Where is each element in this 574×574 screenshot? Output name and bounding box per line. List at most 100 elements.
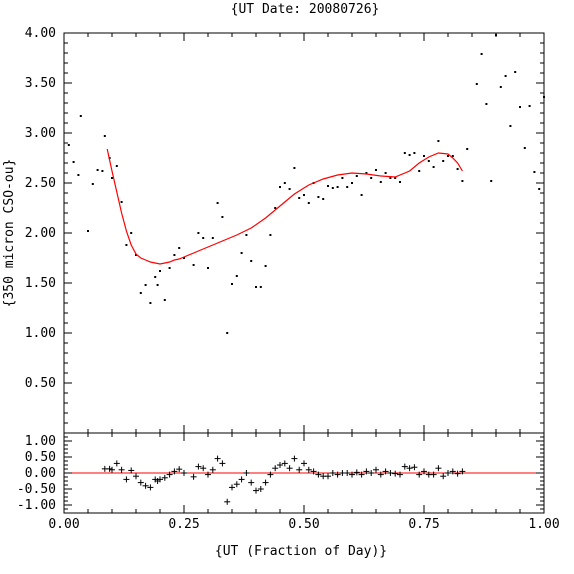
residual-point xyxy=(349,471,355,478)
data-point xyxy=(168,267,171,269)
residual-y-tick-label: 0.00 xyxy=(25,466,56,481)
data-point xyxy=(139,292,142,294)
residual-point xyxy=(440,473,447,480)
residual-point xyxy=(272,465,279,472)
data-point xyxy=(103,135,106,137)
residual-point xyxy=(373,466,379,473)
data-point xyxy=(538,188,541,190)
residual-point xyxy=(262,479,269,486)
data-point xyxy=(91,183,94,185)
data-point xyxy=(125,244,128,246)
data-point xyxy=(288,188,291,190)
data-point xyxy=(197,232,200,234)
data-point xyxy=(235,275,238,277)
data-point xyxy=(178,247,181,249)
data-point xyxy=(154,276,157,278)
data-point xyxy=(207,267,209,269)
residual-point xyxy=(334,471,341,478)
residual-point xyxy=(329,470,336,476)
residual-point xyxy=(325,473,331,480)
residual-point xyxy=(363,468,370,475)
data-point xyxy=(456,168,459,170)
data-point xyxy=(375,169,377,171)
data-point xyxy=(533,171,536,173)
data-point xyxy=(523,147,526,149)
residual-point xyxy=(253,487,259,494)
data-point xyxy=(389,177,392,179)
residual-point xyxy=(205,471,211,478)
data-point xyxy=(423,155,425,157)
data-point xyxy=(432,166,435,168)
data-point xyxy=(480,53,483,55)
data-point xyxy=(418,170,421,172)
upper-data-points xyxy=(67,34,545,334)
data-point xyxy=(173,254,176,256)
data-point xyxy=(331,187,334,189)
residual-point xyxy=(286,465,293,472)
x-tick-label: 0.75 xyxy=(408,517,439,532)
data-point xyxy=(298,197,301,199)
data-point xyxy=(120,201,123,203)
residual-point xyxy=(305,466,312,473)
data-point xyxy=(231,283,233,285)
data-point xyxy=(221,216,224,218)
residual-point xyxy=(209,466,216,473)
lower-panel: -1.00-0.500.000.501.00 xyxy=(17,432,545,514)
data-point xyxy=(461,180,464,182)
data-point xyxy=(495,34,497,36)
residual-point xyxy=(459,468,466,475)
data-point xyxy=(87,230,89,232)
residual-point xyxy=(416,471,423,478)
residual-point xyxy=(392,470,399,477)
data-point xyxy=(149,302,152,304)
residual-point xyxy=(296,466,303,473)
residual-point xyxy=(113,460,120,467)
data-point xyxy=(293,167,296,169)
data-point xyxy=(370,177,373,179)
residual-point xyxy=(219,460,226,467)
data-point xyxy=(159,270,161,272)
data-point xyxy=(379,181,382,183)
residual-point xyxy=(109,466,115,473)
residual-point xyxy=(142,482,149,489)
data-point xyxy=(264,265,267,267)
data-point xyxy=(509,125,512,127)
data-point xyxy=(466,148,469,150)
data-point xyxy=(67,144,70,146)
residual-y-tick-label: 1.00 xyxy=(25,434,56,449)
data-point xyxy=(115,165,118,167)
data-point xyxy=(485,103,488,105)
residual-point xyxy=(233,481,240,488)
residual-point xyxy=(195,463,202,470)
residual-point xyxy=(406,465,413,472)
data-point xyxy=(403,152,406,154)
data-point xyxy=(216,202,219,204)
data-point xyxy=(475,83,478,85)
residual-point xyxy=(401,463,408,470)
data-point xyxy=(490,180,493,182)
lower-axis-ticks xyxy=(63,432,545,514)
residual-point xyxy=(301,460,307,467)
upper-axis-ticks xyxy=(63,32,545,434)
data-point xyxy=(226,332,229,334)
y-tick-label: 1.50 xyxy=(25,276,56,291)
upper-plot-frame xyxy=(63,32,545,434)
residual-point xyxy=(368,470,375,476)
chart-title: {UT Date: 20080726} xyxy=(231,2,380,17)
residual-point xyxy=(137,479,144,486)
data-point xyxy=(211,237,214,239)
residual-point xyxy=(176,466,183,473)
data-point xyxy=(351,182,353,184)
data-point xyxy=(384,172,387,174)
data-point xyxy=(346,186,349,188)
residual-point xyxy=(157,476,163,483)
residual-point xyxy=(267,471,274,478)
residual-point xyxy=(435,465,442,472)
residual-point xyxy=(353,469,360,476)
residual-point xyxy=(133,473,139,480)
residual-point xyxy=(421,468,427,475)
residual-point xyxy=(445,470,451,476)
data-point xyxy=(192,264,195,266)
data-point xyxy=(163,299,166,301)
